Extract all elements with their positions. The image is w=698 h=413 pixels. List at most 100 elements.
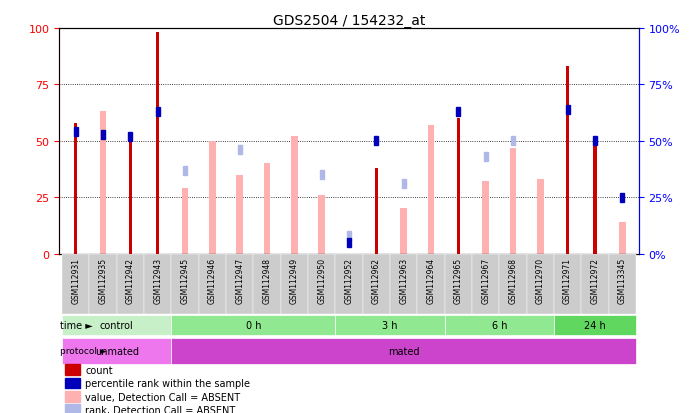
Bar [566, 67, 570, 254]
FancyBboxPatch shape [62, 254, 89, 314]
Bar [320, 171, 324, 180]
FancyBboxPatch shape [144, 254, 172, 314]
FancyBboxPatch shape [472, 254, 499, 314]
Text: 6 h: 6 h [491, 320, 507, 330]
FancyBboxPatch shape [526, 254, 554, 314]
Text: GSM112965: GSM112965 [454, 257, 463, 303]
Text: GSM113345: GSM113345 [618, 257, 627, 303]
Text: GSM112952: GSM112952 [345, 257, 353, 303]
Bar [593, 137, 597, 146]
FancyBboxPatch shape [554, 315, 636, 335]
Text: percentile rank within the sample: percentile rank within the sample [85, 379, 251, 389]
Text: GSM112942: GSM112942 [126, 257, 135, 303]
Bar [537, 180, 544, 254]
Text: control: control [100, 320, 133, 330]
Text: GSM112964: GSM112964 [426, 257, 436, 303]
Bar [156, 33, 159, 254]
Bar [65, 378, 80, 388]
FancyBboxPatch shape [445, 254, 472, 314]
Text: GSM112935: GSM112935 [98, 257, 107, 303]
Bar [400, 209, 407, 254]
Bar [428, 126, 434, 254]
FancyBboxPatch shape [281, 254, 308, 314]
Bar [456, 108, 461, 117]
FancyBboxPatch shape [390, 254, 417, 314]
Text: GSM112971: GSM112971 [563, 257, 572, 303]
Bar [74, 123, 77, 254]
Bar [264, 164, 270, 254]
Text: 24 h: 24 h [584, 320, 606, 330]
FancyBboxPatch shape [581, 254, 609, 314]
FancyBboxPatch shape [172, 315, 335, 335]
FancyBboxPatch shape [62, 338, 172, 364]
Text: time ►: time ► [60, 320, 93, 330]
FancyBboxPatch shape [199, 254, 226, 314]
FancyBboxPatch shape [308, 254, 335, 314]
FancyBboxPatch shape [445, 315, 554, 335]
Text: GSM112948: GSM112948 [262, 257, 272, 303]
Bar [401, 180, 406, 189]
FancyBboxPatch shape [226, 254, 253, 314]
Text: unmated: unmated [95, 346, 139, 356]
Bar [128, 133, 133, 141]
FancyBboxPatch shape [335, 254, 363, 314]
Text: GSM112970: GSM112970 [536, 257, 545, 303]
FancyBboxPatch shape [117, 254, 144, 314]
Text: GSM112972: GSM112972 [591, 257, 600, 303]
Text: GSM112943: GSM112943 [153, 257, 162, 303]
Text: GSM112947: GSM112947 [235, 257, 244, 303]
Bar [511, 137, 515, 146]
Bar [237, 146, 242, 155]
FancyBboxPatch shape [554, 254, 581, 314]
Bar [65, 404, 80, 413]
Bar [374, 137, 378, 146]
Bar [565, 105, 570, 114]
Bar [156, 108, 160, 117]
Bar [65, 365, 80, 375]
FancyBboxPatch shape [335, 315, 445, 335]
Text: GSM112931: GSM112931 [71, 257, 80, 303]
Bar [237, 175, 243, 254]
Bar [291, 137, 298, 254]
Bar [209, 141, 216, 254]
FancyBboxPatch shape [609, 254, 636, 314]
Bar [456, 119, 460, 254]
Bar [100, 112, 107, 254]
Text: 3 h: 3 h [383, 320, 398, 330]
Bar [101, 130, 105, 139]
Bar [621, 193, 624, 202]
Bar [128, 139, 132, 254]
Bar [347, 231, 351, 240]
Text: GSM112946: GSM112946 [208, 257, 217, 303]
Bar [482, 182, 489, 254]
Text: GSM112967: GSM112967 [481, 257, 490, 303]
Text: GSM112963: GSM112963 [399, 257, 408, 303]
Text: rank, Detection Call = ABSENT: rank, Detection Call = ABSENT [85, 405, 236, 413]
Bar [484, 153, 488, 162]
Bar [318, 195, 325, 254]
Text: 0 h: 0 h [246, 320, 261, 330]
FancyBboxPatch shape [253, 254, 281, 314]
FancyBboxPatch shape [62, 315, 172, 335]
Text: count: count [85, 365, 113, 375]
FancyBboxPatch shape [417, 254, 445, 314]
Text: GSM112968: GSM112968 [508, 257, 517, 303]
Text: GSM112949: GSM112949 [290, 257, 299, 303]
Text: mated: mated [388, 346, 419, 356]
Text: GSM112962: GSM112962 [372, 257, 381, 303]
FancyBboxPatch shape [499, 254, 526, 314]
Title: GDS2504 / 154232_at: GDS2504 / 154232_at [273, 14, 425, 28]
Text: value, Detection Call = ABSENT: value, Detection Call = ABSENT [85, 392, 241, 402]
Bar [74, 128, 77, 137]
FancyBboxPatch shape [89, 254, 117, 314]
Bar [347, 238, 351, 247]
Bar [619, 223, 625, 254]
FancyBboxPatch shape [363, 254, 390, 314]
FancyBboxPatch shape [172, 338, 636, 364]
Text: protocol ►: protocol ► [60, 347, 107, 356]
Bar [181, 189, 188, 254]
Bar [375, 169, 378, 254]
Text: GSM112945: GSM112945 [181, 257, 190, 303]
Bar [65, 391, 80, 401]
FancyBboxPatch shape [172, 254, 199, 314]
